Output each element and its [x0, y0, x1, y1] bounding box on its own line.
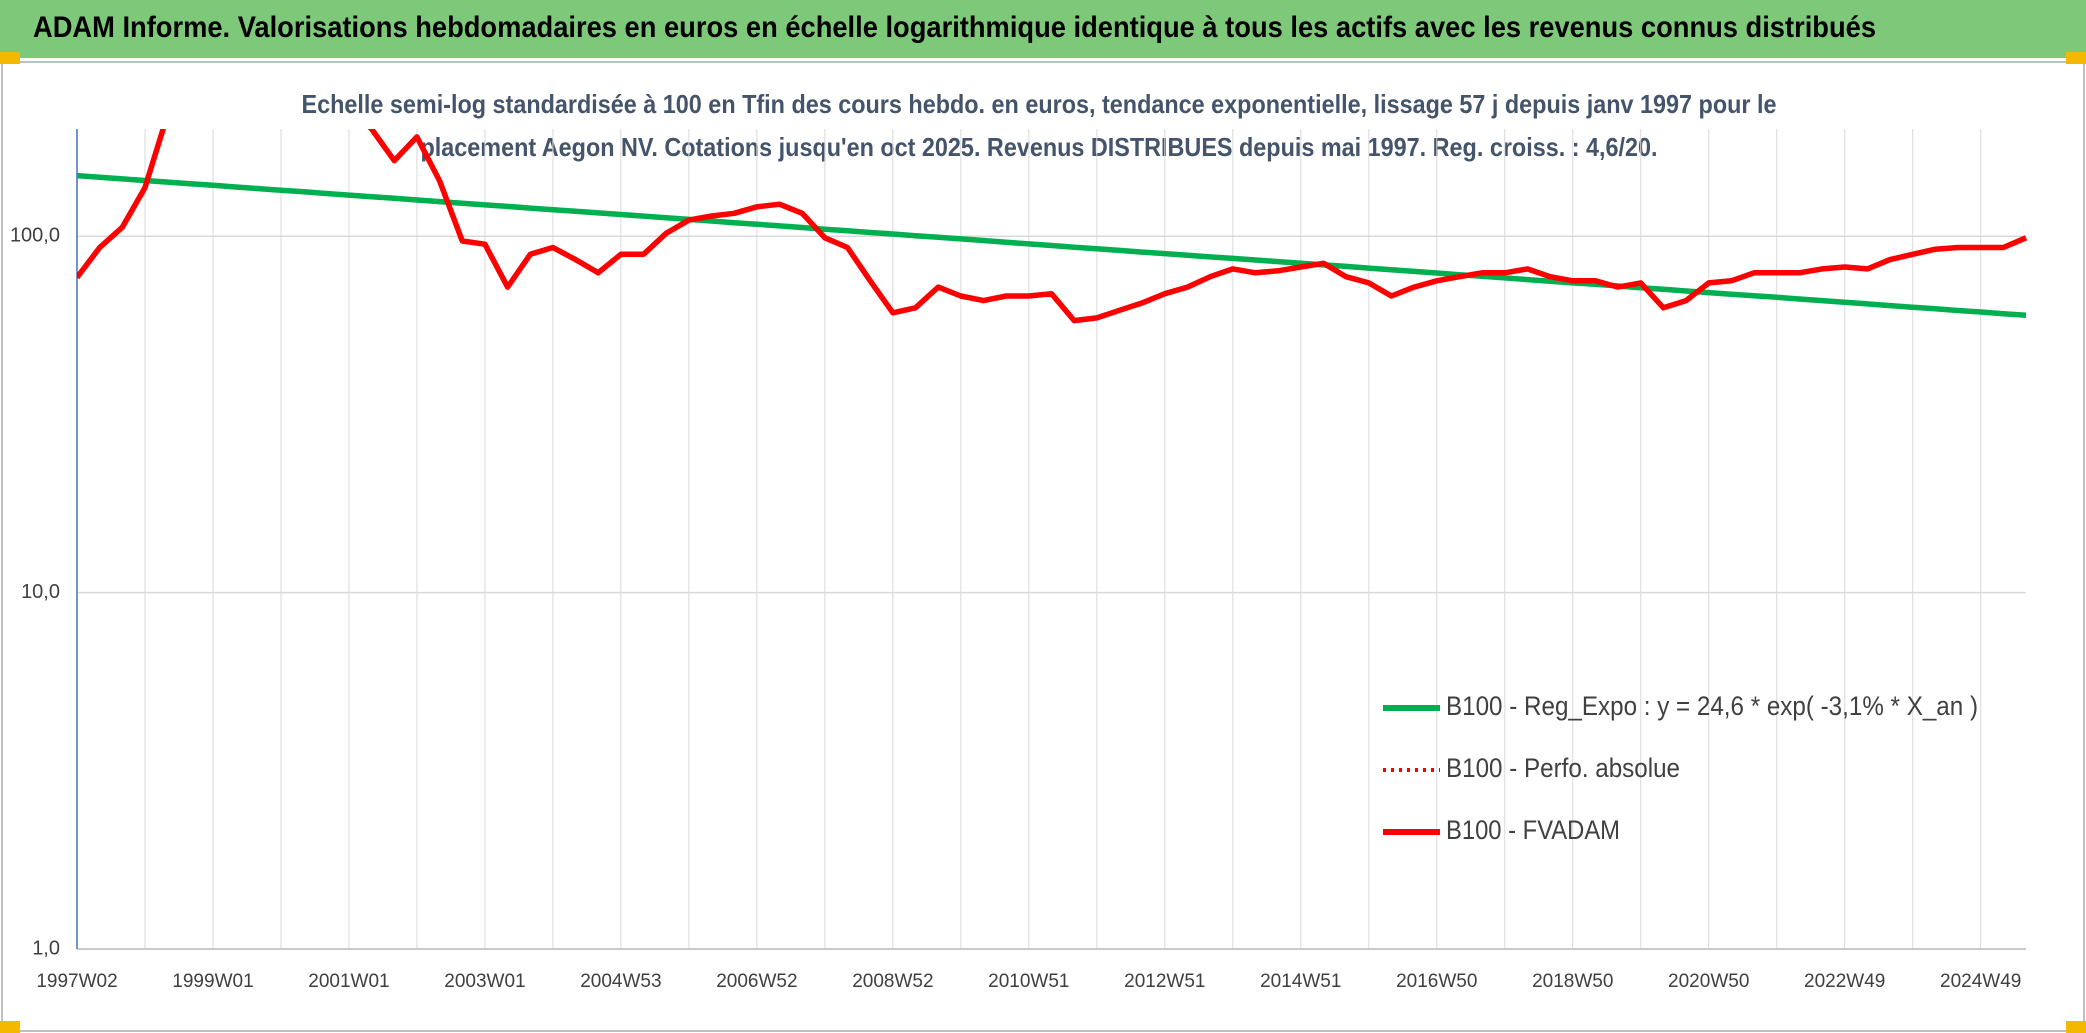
x-tick-label: 2020W50	[1668, 971, 1749, 992]
y-tick-label: 10,0	[21, 581, 60, 603]
x-tick-label: 1997W02	[36, 971, 117, 992]
x-tick-label: 1999W01	[172, 971, 253, 992]
legend-label: B100 - Reg_Expo : y = 24,6 * exp( -3,1% …	[1446, 691, 1978, 721]
y-tick-label: 100,0	[10, 225, 60, 247]
x-tick-label: 2018W50	[1532, 971, 1613, 992]
x-tick-label: 2022W49	[1804, 971, 1885, 992]
x-tick-label: 2014W51	[1260, 971, 1341, 992]
frame	[1, 61, 2085, 1032]
x-tick-label: 2003W01	[444, 971, 525, 992]
corner-mark	[2066, 52, 2086, 64]
chart-title: Echelle semi-log standardisée à 100 en T…	[302, 89, 1777, 119]
x-tick-label: 2010W51	[988, 971, 1069, 992]
corner-mark	[0, 1021, 20, 1033]
legend-label: B100 - Perfo. absolue	[1446, 753, 1680, 783]
y-tick-label: 1,0	[32, 937, 60, 959]
legend-label: B100 - FVADAM	[1446, 815, 1620, 845]
plot-area	[77, 129, 2028, 324]
x-tick-label: 2004W53	[580, 971, 661, 992]
series-line	[77, 129, 2028, 324]
corner-mark	[2066, 1021, 2086, 1033]
corner-mark	[0, 52, 20, 64]
x-tick-label: 2012W51	[1124, 971, 1205, 992]
x-tick-label: 2006W52	[716, 971, 797, 992]
chart-title: placement Aegon NV. Cotations jusqu'en o…	[421, 132, 1658, 162]
x-tick-label: 2001W01	[308, 971, 389, 992]
header-bar	[0, 0, 2086, 58]
x-tick-label: 2024W49	[1940, 971, 2021, 992]
x-tick-label: 2008W52	[852, 971, 933, 992]
page-title: ADAM Informe. Valorisations hebdomadaire…	[33, 11, 1876, 44]
x-tick-label: 2016W50	[1396, 971, 1477, 992]
